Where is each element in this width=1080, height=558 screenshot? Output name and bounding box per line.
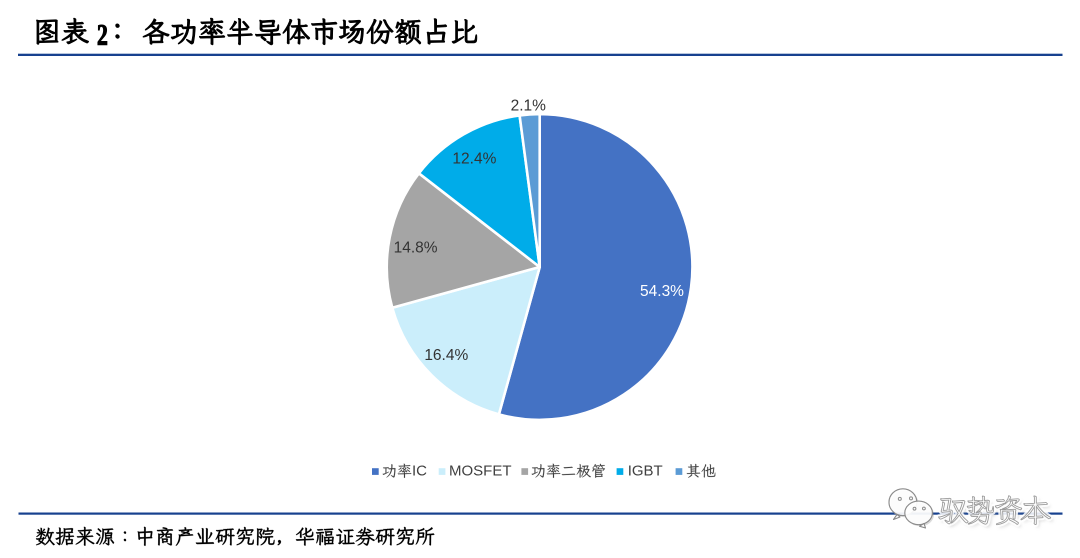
svg-text:16.4%: 16.4% bbox=[424, 347, 468, 364]
svg-text:14.8%: 14.8% bbox=[394, 239, 438, 256]
svg-text:54.3%: 54.3% bbox=[640, 283, 684, 300]
svg-text:IC: IC bbox=[412, 463, 427, 480]
svg-text:IGBT: IGBT bbox=[628, 463, 663, 480]
svg-text:2.1%: 2.1% bbox=[511, 98, 547, 115]
svg-text:12.4%: 12.4% bbox=[452, 150, 496, 167]
svg-text:MOSFET: MOSFET bbox=[449, 463, 512, 480]
